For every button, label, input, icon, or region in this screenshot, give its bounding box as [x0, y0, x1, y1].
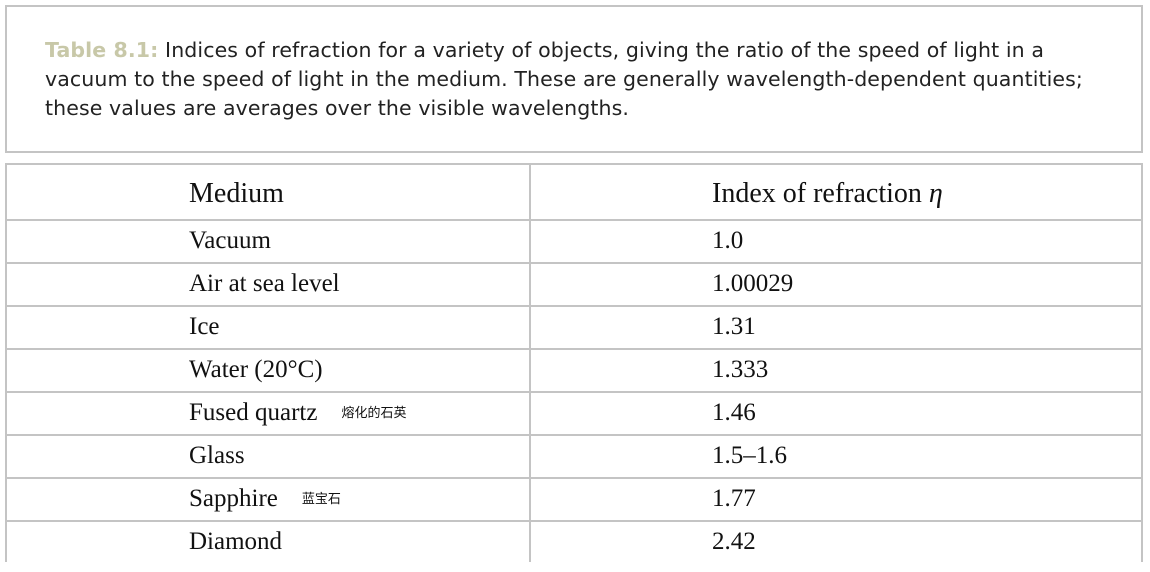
table-row: Glass 1.5–1.6: [7, 436, 1141, 479]
table-header-row: Medium Index of refraction η: [7, 165, 1141, 221]
caption-label: Table 8.1:: [45, 38, 159, 62]
handwritten-note: 蓝宝石: [301, 492, 341, 507]
index-cell: 1.46: [712, 399, 756, 426]
header-index-label: Index of refraction: [712, 178, 929, 209]
medium-name: Fused quartz: [189, 399, 318, 426]
table-row: Sapphire 蓝宝石 1.77: [7, 479, 1141, 522]
table-row: Vacuum 1.0: [7, 221, 1141, 264]
index-cell: 2.42: [712, 528, 756, 555]
table-caption-box: Table 8.1: Indices of refraction for a v…: [5, 5, 1143, 153]
table-row: Fused quartz 熔化的石英 1.46: [7, 393, 1141, 436]
header-index: Index of refraction η: [712, 178, 943, 210]
table-row: Air at sea level 1.00029: [7, 264, 1141, 307]
table-row: Water (20°C) 1.333: [7, 350, 1141, 393]
medium-cell: Fused quartz 熔化的石英: [189, 399, 406, 427]
table-row: Diamond 2.42: [7, 522, 1141, 562]
handwritten-note: 熔化的石英: [341, 406, 407, 421]
index-cell: 1.0: [712, 227, 744, 254]
medium-cell: Vacuum: [189, 227, 271, 254]
medium-cell: Ice: [189, 313, 220, 340]
refraction-table: Medium Index of refraction η Vacuum 1.0 …: [5, 163, 1143, 562]
medium-cell: Air at sea level: [189, 270, 340, 297]
medium-cell: Water (20°C): [189, 356, 323, 383]
index-cell: 1.00029: [712, 270, 794, 297]
index-cell: 1.77: [712, 485, 756, 512]
caption-body: Indices of refraction for a variety of o…: [45, 38, 1083, 120]
index-cell: 1.31: [712, 313, 756, 340]
medium-cell: Diamond: [189, 528, 283, 555]
index-cell: 1.5–1.6: [712, 442, 787, 469]
medium-name: Sapphire: [189, 485, 278, 512]
table-row: Ice 1.31: [7, 307, 1141, 350]
medium-cell: Sapphire 蓝宝石: [189, 485, 341, 513]
column-divider: [529, 165, 531, 562]
header-medium: Medium: [189, 178, 284, 209]
eta-symbol: η: [928, 178, 943, 209]
table-caption: Table 8.1: Indices of refraction for a v…: [45, 36, 1113, 123]
medium-cell: Glass: [189, 442, 245, 469]
index-cell: 1.333: [712, 356, 769, 383]
